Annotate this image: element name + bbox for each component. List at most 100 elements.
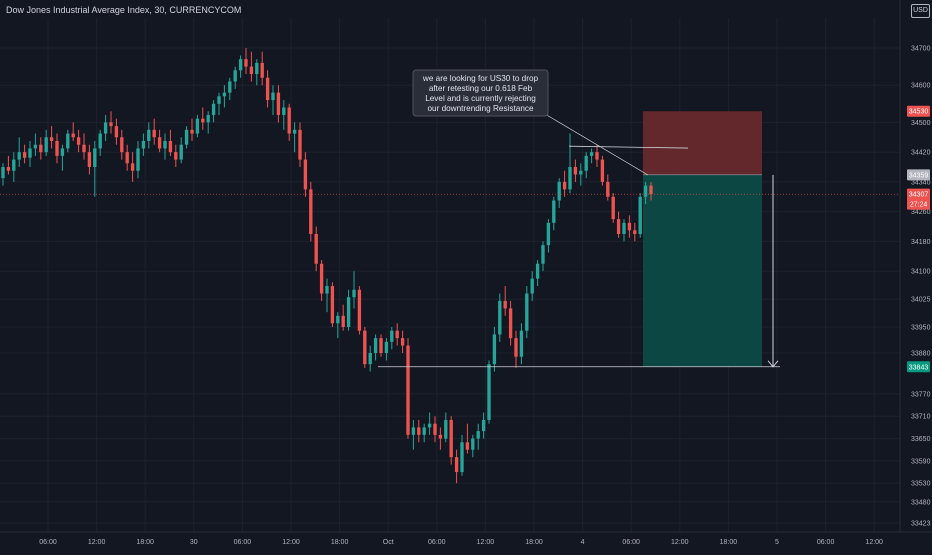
candle <box>157 129 162 153</box>
candle <box>325 278 329 313</box>
candle <box>244 48 248 75</box>
y-tick-label: 33650 <box>911 436 931 443</box>
candle <box>147 122 151 149</box>
x-tick-label: 06:00 <box>428 539 446 546</box>
chart-title: Dow Jones Industrial Average Index, 30, … <box>6 5 242 15</box>
candle <box>346 289 351 331</box>
candle <box>276 85 281 123</box>
candle <box>6 155 11 175</box>
candle <box>44 129 48 156</box>
candle <box>125 144 129 171</box>
candle <box>265 70 270 108</box>
candle <box>33 133 38 156</box>
candle <box>373 334 378 361</box>
note-connector <box>544 113 649 176</box>
candle <box>481 412 486 439</box>
currency-badge[interactable]: USD <box>911 4 930 18</box>
candle <box>55 133 59 164</box>
candle <box>643 181 648 205</box>
candle <box>600 155 605 186</box>
candle <box>22 144 27 164</box>
candle <box>584 152 588 179</box>
candle <box>98 129 102 156</box>
candle <box>292 122 297 153</box>
candle <box>287 103 291 141</box>
resistance-line <box>568 145 689 149</box>
take-profit-zone <box>643 174 762 367</box>
candle <box>222 85 227 108</box>
y-tick-label: 34180 <box>911 239 931 246</box>
y-tick-label: 34025 <box>911 297 931 304</box>
candle <box>611 193 615 223</box>
candle <box>384 338 389 361</box>
candle <box>535 260 540 287</box>
candle <box>363 326 367 368</box>
candle <box>319 260 324 301</box>
candle <box>201 107 205 130</box>
y-tick-label: 33710 <box>911 414 931 421</box>
x-tick-label: 12:00 <box>671 539 689 546</box>
price-label: 27:24 <box>907 198 930 210</box>
candle <box>530 271 534 301</box>
candle <box>508 300 513 346</box>
candle <box>152 118 156 145</box>
candle <box>411 419 416 450</box>
y-tick-label: 34700 <box>911 46 931 53</box>
candle <box>1 163 5 186</box>
candle <box>622 219 626 242</box>
candle <box>379 334 383 357</box>
x-tick-label: 06:00 <box>817 539 835 546</box>
candle <box>357 286 362 335</box>
candle <box>627 215 632 238</box>
candle <box>184 126 189 149</box>
x-tick-label: 12:00 <box>865 539 883 546</box>
drawings[interactable] <box>0 145 900 368</box>
candles <box>1 48 653 484</box>
candle <box>28 140 32 168</box>
candle <box>400 330 405 354</box>
svg-text:27:24: 27:24 <box>910 202 928 209</box>
note-line: we are looking for US30 to drop <box>422 74 539 83</box>
candle <box>368 345 372 372</box>
candle <box>217 92 221 115</box>
candle <box>460 434 464 476</box>
candle <box>568 133 572 194</box>
candle <box>444 412 448 443</box>
candle <box>17 137 21 168</box>
candle <box>82 133 86 160</box>
candle <box>103 114 108 141</box>
candle <box>114 118 119 145</box>
candle <box>260 51 264 86</box>
y-tick-label: 33880 <box>911 351 931 358</box>
candle <box>141 133 146 156</box>
candle <box>471 434 475 458</box>
x-tick-label: 06:00 <box>234 539 252 546</box>
time-axis[interactable]: 06:00 12:00 18:00 30 06:00 12:00 18:00 Oct 06:00… <box>0 531 932 546</box>
candle <box>211 100 216 123</box>
price-labels: 34530 34359 34307 27:24 33843 <box>907 105 930 373</box>
candle <box>314 226 318 272</box>
price-label: 34359 <box>907 169 930 181</box>
y-tick-label: 33950 <box>911 324 931 331</box>
candle <box>282 100 286 130</box>
note-line: our downtrending Resistance <box>427 104 533 113</box>
candle <box>49 126 54 149</box>
y-tick-label: 34100 <box>911 269 931 276</box>
price-label: 34530 <box>907 105 930 117</box>
svg-text:33843: 33843 <box>909 364 929 371</box>
x-tick-label: 18:00 <box>525 539 543 546</box>
candle <box>573 159 578 182</box>
candle <box>649 181 653 201</box>
price-axis[interactable]: 34700 34600 34500 34420 34340 34260 34180 34100… <box>899 0 931 532</box>
long-short-position[interactable] <box>643 111 762 367</box>
x-tick-label: 18:00 <box>136 539 154 546</box>
x-tick-label: 12:00 <box>477 539 495 546</box>
y-tick-label: 34500 <box>911 120 931 127</box>
x-tick-label: 30 <box>190 539 198 546</box>
candle <box>633 222 637 242</box>
candle <box>195 114 200 138</box>
candle <box>492 326 497 372</box>
